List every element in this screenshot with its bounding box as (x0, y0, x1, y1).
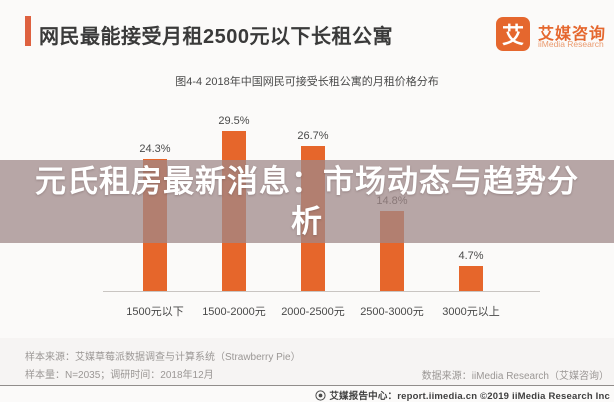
headline-line-2: 析 (291, 203, 323, 239)
page-title: 网民最能接受月租2500元以下长租公寓 (39, 26, 393, 48)
logo-name-en: iiMedia Research (538, 39, 604, 49)
iimedia-logo-icon: 艾 (496, 17, 530, 51)
bar-value-label: 29.5% (218, 115, 250, 127)
x-tick-label: 1500-2000元 (202, 306, 266, 318)
bar-value-label: 26.7% (297, 130, 329, 142)
title-accent-bar (25, 16, 31, 46)
chart-title: 图4-4 2018年中国网民可接受长租公寓的月租价格分布 (175, 76, 439, 88)
x-tick-label: 1500元以下 (126, 306, 184, 318)
sample-size-note: 样本量：N=2035；调研时间：2018年12月 (25, 370, 214, 381)
x-tick-label: 2000-2500元 (281, 306, 345, 318)
report-center-text: 艾媒报告中心：report.iimedia.cn ©2019 iiMedia R… (329, 391, 610, 402)
footer-background (0, 338, 614, 385)
bar-value-label: 4.7% (458, 250, 484, 262)
x-tick-label: 2500-3000元 (360, 306, 424, 318)
sample-source-note: 样本来源：艾媒草莓派数据调查与计算系统（Strawberry Pie） (25, 352, 301, 363)
footer-divider (0, 385, 614, 386)
x-axis-line (103, 291, 540, 292)
x-tick-label: 3000元以上 (442, 306, 500, 318)
headline-banner-overlay: 元氏租房最新消息：市场动态与趋势分 析 (0, 160, 614, 243)
bar (459, 266, 483, 291)
iimedia-globe-icon (315, 389, 326, 401)
data-source-note: 数据来源：iiMedia Research（艾媒咨询） (421, 371, 609, 382)
headline-line-1: 元氏租房最新消息：市场动态与趋势分 (35, 163, 579, 199)
logo-glyph: 艾 (501, 23, 524, 48)
logo-name-cn: 艾媒咨询 (538, 26, 607, 43)
bar-value-label: 24.3% (139, 143, 171, 155)
